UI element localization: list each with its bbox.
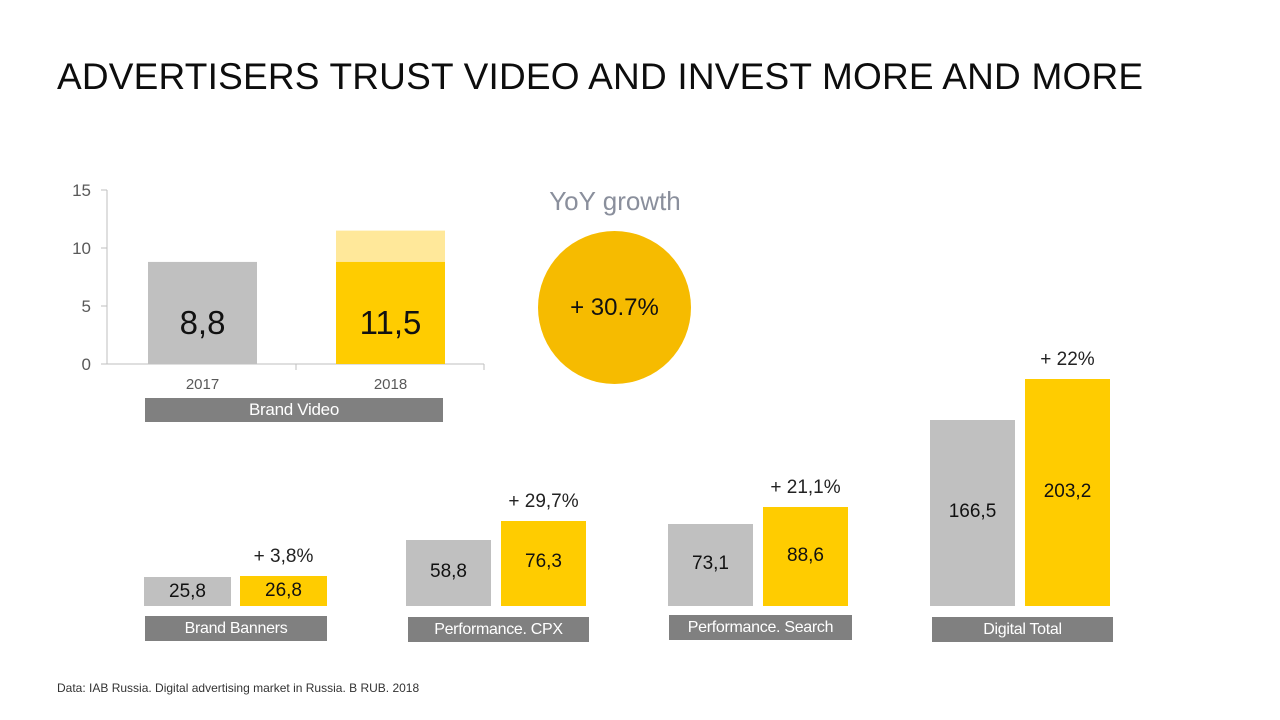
- y-tick-label: 10: [72, 239, 91, 258]
- bar-value-label: 88,6: [787, 544, 824, 566]
- bar-brand-banners-2017: [144, 577, 231, 606]
- bar-value-label: 203,2: [1043, 480, 1092, 502]
- bar-2017: [148, 261, 257, 364]
- x-tick-label: 2018: [374, 376, 407, 393]
- bar-growth-overlay: [336, 230, 445, 262]
- bar-digital-total-2018: [1025, 379, 1110, 606]
- bar-performance-cpx-2017: [406, 540, 491, 606]
- caption-digital-total: Digital Total: [932, 617, 1113, 642]
- bar-digital-total-2017: [930, 419, 1015, 606]
- y-tick-label: 15: [72, 181, 91, 200]
- bar-2018: [336, 261, 445, 364]
- bar-value-label: 166,5: [948, 500, 997, 522]
- bar-value-label: 8,8: [180, 304, 226, 341]
- y-tick-label: 5: [82, 297, 91, 316]
- bar-value-label: 73,1: [692, 553, 729, 575]
- bar-brand-banners-2018: [240, 576, 327, 606]
- caption-brand-banners: Brand Banners: [145, 616, 327, 641]
- bar-value-label: 25,8: [169, 580, 206, 602]
- growth-label-digital-total: + 22%: [1040, 349, 1095, 370]
- bar-value-label: 76,3: [525, 551, 562, 573]
- bar-performance-search-2018: [763, 507, 848, 606]
- growth-label-performance-search: + 21,1%: [770, 477, 841, 499]
- bar-performance-cpx-2018: [501, 520, 586, 606]
- bar-value-label: 11,5: [360, 304, 422, 341]
- yoy-growth-value: + 30.7%: [570, 293, 659, 321]
- growth-label-performance-cpx: + 29,7%: [508, 490, 579, 512]
- yoy-growth-circle: + 30.7%: [538, 231, 691, 384]
- slide-title: ADVERTISERS TRUST VIDEO AND INVEST MORE …: [57, 56, 1144, 97]
- caption-brand-video: Brand Video: [145, 398, 443, 422]
- y-tick-label: 0: [82, 355, 91, 374]
- yoy-growth-label: YoY growth: [549, 186, 681, 216]
- caption-performance-cpx: Performance. CPX: [408, 617, 589, 642]
- x-tick-label: 2017: [186, 376, 219, 393]
- bar-value-label: 58,8: [430, 561, 467, 583]
- source-footnote: Data: IAB Russia. Digital advertising ma…: [57, 681, 420, 695]
- caption-performance-search: Performance. Search: [669, 615, 852, 640]
- bar-performance-search-2017: [668, 524, 753, 606]
- growth-label-brand-banners: + 3,8%: [253, 546, 314, 568]
- bar-value-label: 26,8: [265, 580, 302, 602]
